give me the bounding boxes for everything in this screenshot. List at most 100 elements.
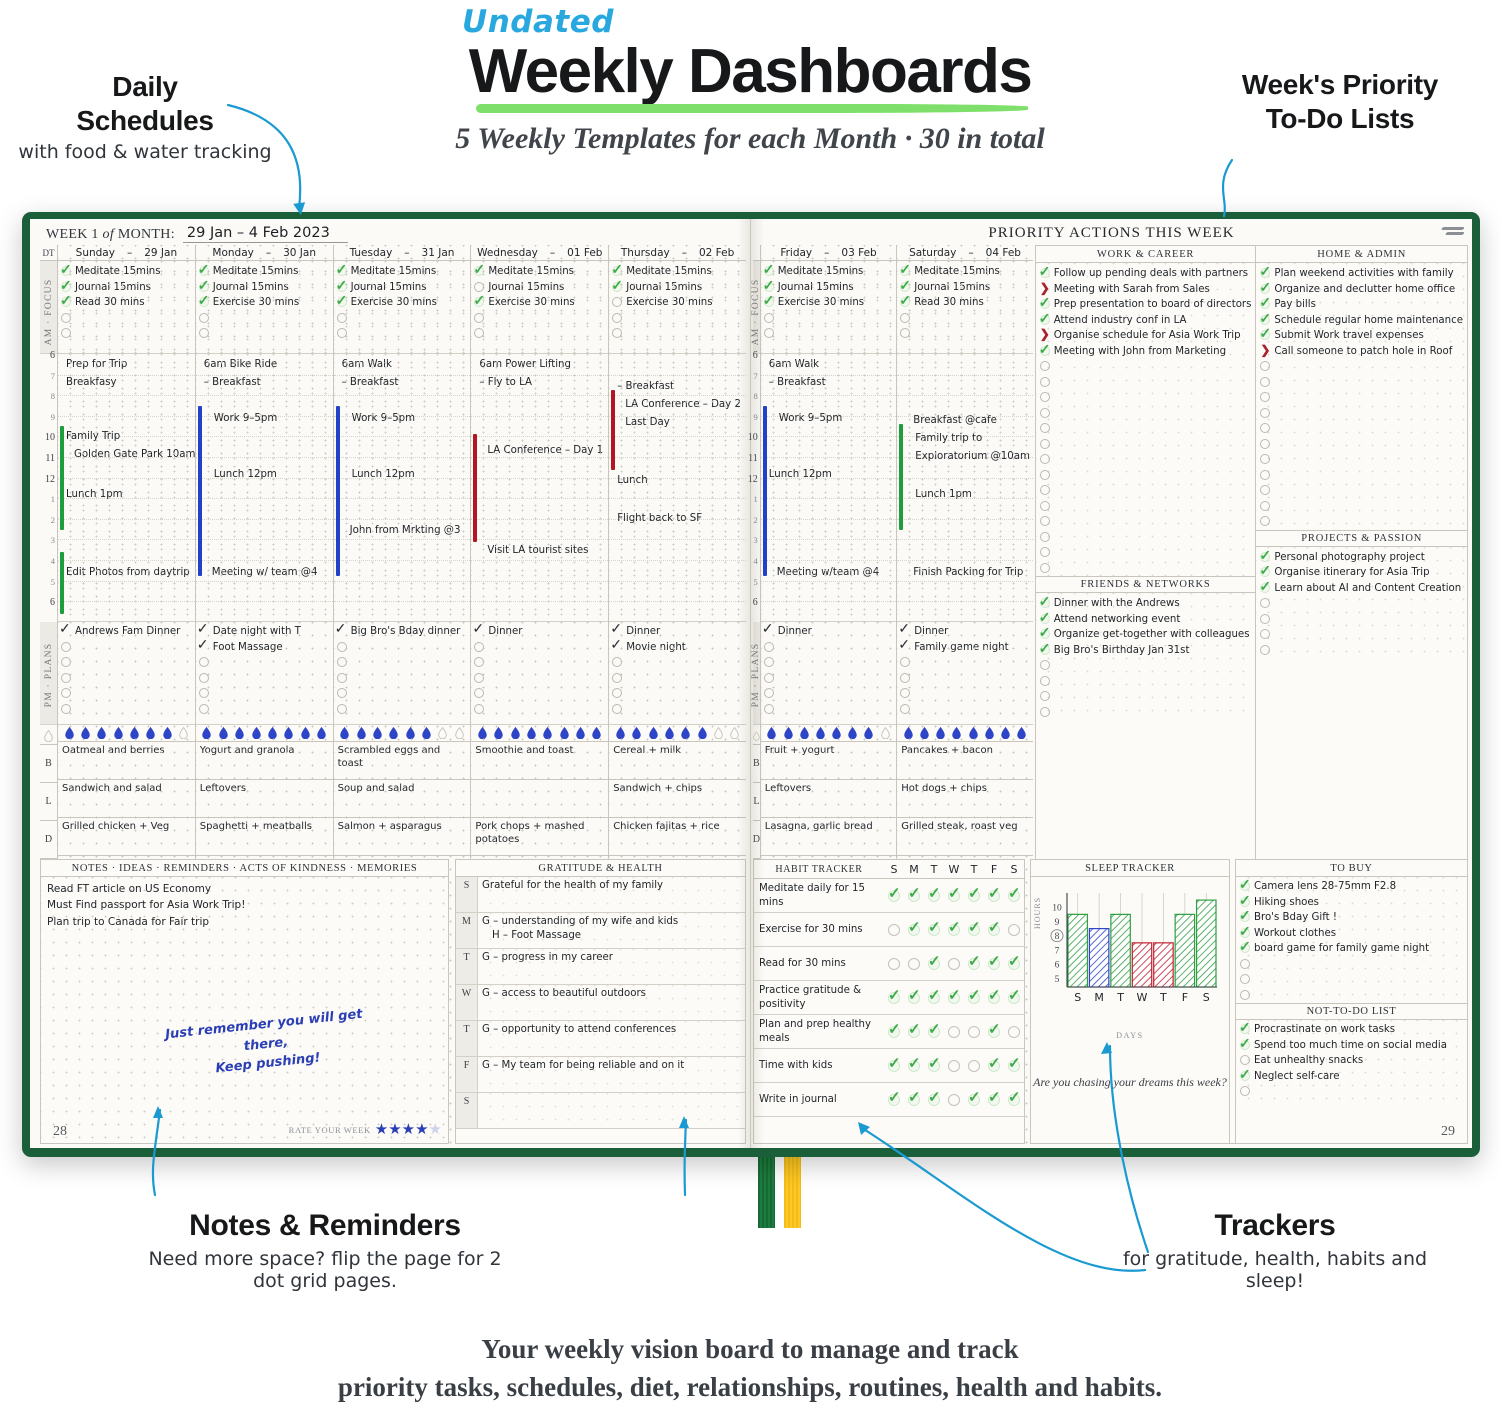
water-drop-filled-icon[interactable] — [1001, 727, 1010, 739]
checkbox-icon[interactable] — [1039, 423, 1050, 433]
work-item-5[interactable]: Meeting with John from Marketing — [1039, 341, 1252, 360]
checkbox-icon[interactable] — [1260, 423, 1271, 433]
plan-item-0-4[interactable] — [61, 686, 193, 702]
schedule-block[interactable]: 6am Bike Ride – Breakfast Work 9–5pm Lunch … — [195, 354, 333, 622]
focus-item-0-1[interactable]: Journal 15mins — [763, 277, 895, 296]
star-icon[interactable]: ★ — [428, 1121, 442, 1138]
checkbox-icon[interactable] — [335, 620, 347, 637]
water-drop-filled-icon[interactable] — [616, 727, 625, 739]
check-icon[interactable] — [928, 884, 941, 902]
notes-panel[interactable]: NOTES · IDEAS · REMINDERS · ACTS OF KIND… — [40, 859, 449, 1144]
meal-cell-D[interactable]: Grilled steak, roast veg — [897, 245, 1033, 1144]
gratitude-text[interactable]: G – understanding of my wife and kids H –… — [478, 913, 745, 948]
check-icon[interactable] — [908, 1020, 921, 1038]
focus-item-3-1[interactable]: Journal 15mins — [474, 280, 606, 296]
checkbox-icon[interactable] — [1240, 974, 1250, 984]
check-icon[interactable] — [968, 918, 981, 936]
plan-item-2-1[interactable] — [336, 640, 469, 656]
schedule-event[interactable]: Family Trip — [66, 431, 121, 442]
checkbox-icon[interactable] — [198, 277, 210, 294]
checkbox-icon[interactable] — [1239, 938, 1251, 955]
note-line-2[interactable]: Plan trip to Canada for Fair trip — [47, 915, 210, 928]
checkbox-icon[interactable] — [61, 688, 71, 698]
checkbox-icon[interactable] — [1259, 310, 1271, 327]
water-drop-filled-icon[interactable] — [799, 727, 809, 739]
checkbox-icon[interactable] — [1259, 263, 1271, 280]
habit-check-cell[interactable] — [964, 986, 984, 1004]
checkbox-icon[interactable] — [610, 636, 622, 653]
checkbox-icon[interactable] — [61, 657, 71, 667]
work-empty-4[interactable] — [1039, 421, 1252, 437]
habit-check-cell[interactable] — [904, 884, 924, 902]
checkbox-icon[interactable] — [198, 292, 210, 309]
schedule-event[interactable]: Meeting w/ team @4 — [211, 567, 318, 578]
habit-check-cell[interactable] — [944, 1059, 964, 1072]
plan-item-3-2[interactable] — [474, 655, 606, 671]
work-empty-11[interactable] — [1039, 530, 1252, 546]
checkbox-icon[interactable] — [474, 312, 485, 323]
empty-circle-icon[interactable] — [948, 1059, 960, 1072]
habit-check-cell[interactable] — [1004, 923, 1024, 936]
checkbox-icon[interactable] — [1039, 392, 1050, 402]
checkbox-icon[interactable] — [1260, 469, 1271, 480]
habit-check-cell[interactable] — [1004, 986, 1024, 1004]
home-item-2[interactable]: Pay bills — [1259, 294, 1463, 313]
note-line-0[interactable]: Read FT article on US Economy — [47, 883, 212, 895]
schedule-block[interactable]: 6am Walk – Breakfast Work 9–5pm Lunch 12pm M… — [760, 354, 897, 622]
work-item-1[interactable]: Meeting with Sarah from Sales — [1040, 281, 1252, 298]
check-icon[interactable] — [948, 918, 961, 936]
check-icon[interactable] — [968, 1088, 981, 1106]
to-buy-empty-2[interactable] — [1240, 988, 1463, 1004]
checkbox-icon[interactable] — [1259, 547, 1271, 564]
not-to-do-empty-0[interactable] — [1240, 1084, 1463, 1100]
checkbox-icon[interactable] — [198, 261, 210, 278]
schedule-event[interactable]: Breakfast @cafe — [913, 415, 997, 426]
schedule-event[interactable]: Work 9–5pm — [351, 413, 416, 424]
projects-item-1[interactable]: Organise itinerary for Asia Trip — [1259, 562, 1463, 581]
habit-check-cell[interactable] — [964, 1088, 984, 1106]
work-empty-3[interactable] — [1039, 406, 1252, 422]
checkbox-icon[interactable] — [336, 292, 348, 309]
friends-item-3[interactable]: Big Bro's Birthday Jan 31st — [1039, 640, 1252, 659]
habit-check-cell[interactable] — [1004, 1025, 1024, 1038]
friends-item-1[interactable]: Attend networking event — [1039, 609, 1252, 628]
water-drop-filled-icon[interactable] — [373, 727, 382, 739]
water-drop-filled-icon[interactable] — [268, 727, 277, 739]
water-drop-filled-icon[interactable] — [648, 727, 658, 739]
checkbox-icon[interactable] — [611, 277, 623, 294]
checkbox-icon[interactable] — [1260, 500, 1271, 511]
habit-check-cell[interactable] — [904, 986, 924, 1004]
checkbox-icon[interactable] — [900, 703, 911, 714]
water-tracker-row[interactable] — [609, 725, 746, 742]
checkbox-icon[interactable] — [1239, 892, 1251, 909]
focus-item-1-3[interactable] — [198, 311, 331, 327]
focus-item-1-2[interactable]: Exercise 30 mins — [198, 292, 331, 311]
checkbox-icon[interactable] — [61, 703, 71, 714]
pm-plans-block[interactable]: Dinner — [760, 620, 897, 725]
checkbox-icon[interactable] — [900, 688, 911, 698]
water-drop-filled-icon[interactable] — [697, 727, 707, 739]
checkbox-icon[interactable] — [763, 688, 774, 698]
checkbox-icon[interactable] — [763, 261, 775, 278]
note-line-1[interactable]: Must Find passport for Asia Work Trip! — [47, 899, 246, 912]
plan-item-1-1[interactable]: Family game night — [898, 636, 1031, 656]
meal-cell-B[interactable]: Cereal + milk — [609, 245, 746, 1144]
focus-item-4-0[interactable]: Meditate 15mins — [611, 261, 744, 280]
habit-check-cell[interactable] — [884, 986, 904, 1004]
checkbox-icon[interactable] — [1039, 675, 1050, 686]
checkbox-icon[interactable] — [1260, 644, 1271, 655]
schedule-event[interactable]: LA Conference – Day 2 — [625, 399, 741, 410]
checkbox-icon[interactable] — [1259, 294, 1271, 311]
checkbox-icon[interactable] — [612, 328, 623, 338]
habit-check-cell[interactable] — [904, 918, 924, 936]
home-empty-2[interactable] — [1260, 390, 1463, 406]
checkbox-icon[interactable] — [1039, 624, 1051, 641]
schedule-event[interactable]: Prep for Trip — [66, 359, 128, 370]
checkbox-icon[interactable] — [1239, 1066, 1251, 1083]
focus-item-1-2[interactable]: Read 30 mins — [899, 292, 1031, 311]
plan-item-1-2[interactable] — [900, 655, 1031, 671]
plan-item-1-5[interactable] — [198, 702, 331, 718]
focus-item-0-4[interactable] — [763, 326, 895, 342]
